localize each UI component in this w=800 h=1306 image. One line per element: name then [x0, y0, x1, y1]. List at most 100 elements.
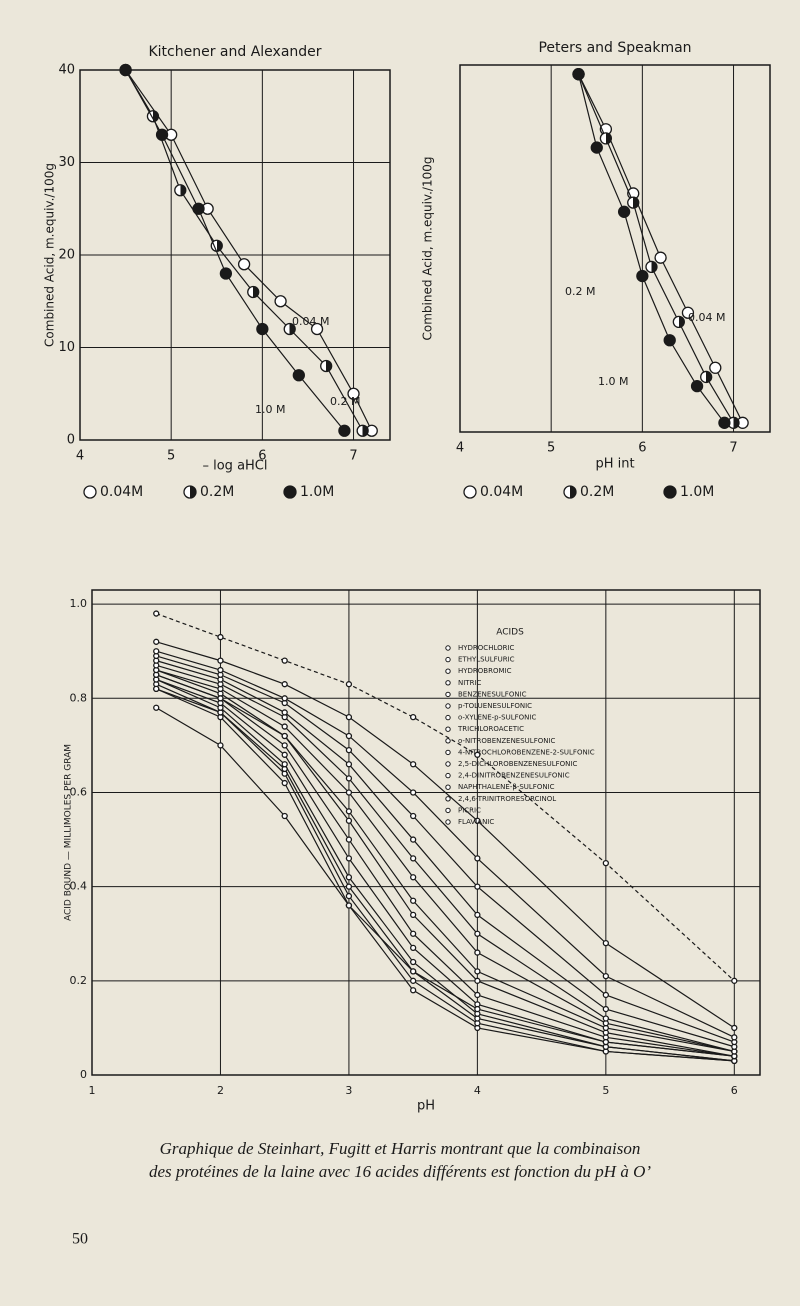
legend-label: FLAVIANIC: [458, 818, 494, 826]
legend-label: HYDROBROMIC: [458, 667, 512, 675]
y-tick-label: 0.2: [70, 974, 88, 987]
series-line: [156, 669, 735, 1057]
data-point: [217, 742, 224, 749]
x-tick-label: 1: [89, 1084, 96, 1097]
legend-marker: [445, 714, 451, 721]
data-point: [410, 944, 417, 952]
y-tick-label: 1.0: [70, 597, 88, 610]
x-tick-label: 4: [474, 1084, 481, 1097]
data-point: [474, 817, 481, 824]
data-point: [709, 361, 722, 374]
y-tick-label: 0.6: [70, 785, 88, 798]
data-point: [345, 902, 353, 909]
legend-label: NAPHTHALENE-β-SULFONIC: [458, 783, 555, 791]
data-point: [320, 359, 333, 373]
y-tick-label: 40: [58, 63, 75, 78]
data-point: [599, 132, 613, 145]
series-line: [156, 678, 735, 1057]
data-point: [217, 633, 224, 641]
x-tick-label: 7: [729, 441, 737, 456]
legend-label: p-TOLUENESULFONIC: [458, 702, 532, 710]
legend-marker: [445, 645, 451, 651]
data-point: [410, 761, 417, 768]
data-point: [153, 638, 160, 645]
legend-marker: [445, 772, 451, 779]
data-point: [731, 977, 738, 984]
data-point: [281, 657, 288, 664]
data-point: [474, 949, 481, 956]
data-point: [153, 610, 160, 617]
legend-title: ACIDS: [496, 628, 524, 638]
data-point: [410, 958, 417, 966]
legend-marker: [445, 784, 451, 790]
data-point: [356, 424, 369, 437]
legend-label: 0.2M: [580, 484, 614, 500]
annotation: 1.0 M: [598, 375, 628, 388]
data-point: [345, 789, 353, 796]
data-point: [174, 184, 187, 197]
legend-marker: [445, 680, 451, 686]
annotation: 1.0 M: [255, 403, 285, 416]
data-point: [345, 761, 353, 768]
series-line: [155, 678, 735, 1062]
series-line: [156, 669, 735, 1053]
data-point: [256, 322, 269, 336]
legend-label: ETHYLSULFURIC: [458, 656, 515, 664]
y-axis-label: Combined Acid, m.equiv./100g: [43, 163, 57, 347]
data-point: [345, 883, 353, 890]
data-point: [281, 761, 288, 768]
chart-title: Peters and Speakman: [538, 40, 691, 56]
legend-marker: [445, 807, 451, 814]
data-point: [474, 991, 481, 999]
data-point: [281, 681, 288, 688]
legend-label: 4-NITROCHLOROBENZENE-2-SULFONIC: [458, 748, 595, 756]
legend-marker: [83, 485, 97, 499]
y-axis-label: ACID BOUND — MILLIMOLES PER GRAM: [64, 744, 74, 921]
x-axis-label: pH int: [595, 457, 634, 472]
data-point: [654, 251, 667, 264]
legend-label: PICRIC: [458, 806, 481, 814]
data-point: [292, 369, 305, 382]
x-tick-label: 5: [167, 449, 175, 464]
data-point: [474, 751, 481, 758]
data-point: [338, 424, 351, 437]
data-point: [281, 732, 288, 740]
series-line: [156, 660, 735, 1048]
data-point: [192, 202, 205, 215]
y-tick-label: 0.4: [70, 880, 88, 893]
data-point: [602, 1038, 609, 1046]
data-point: [345, 732, 353, 740]
page-number: 50: [72, 1231, 88, 1248]
legend-marker: [445, 749, 451, 756]
legend-label: 0.04M: [480, 484, 523, 500]
data-point: [310, 322, 324, 336]
series-line: [125, 69, 373, 432]
y-tick-label: 0: [80, 1068, 87, 1081]
series-line: [156, 674, 735, 1053]
data-point: [281, 812, 288, 820]
data-point: [153, 704, 160, 711]
data-point: [474, 968, 481, 975]
data-point: [602, 1015, 609, 1022]
data-point: [345, 746, 353, 754]
data-point: [410, 812, 417, 820]
data-point: [410, 987, 417, 994]
data-point: [281, 742, 288, 749]
data-point: [410, 855, 417, 862]
legend-marker: [445, 691, 451, 698]
data-point: [347, 387, 360, 400]
x-tick-label: 5: [547, 441, 555, 456]
series-line: [156, 688, 735, 1062]
data-point: [474, 977, 481, 984]
legend-label: 2,5-DICHLOROBENZENESULFONIC: [458, 760, 577, 768]
data-point: [345, 775, 353, 782]
chart-title: Kitchener and Alexander: [148, 44, 321, 60]
data-point: [681, 306, 695, 319]
data-point: [247, 285, 260, 299]
data-point: [718, 416, 731, 429]
data-point: [474, 930, 481, 937]
data-point: [217, 657, 224, 664]
data-point: [572, 68, 585, 81]
data-point: [474, 1005, 481, 1013]
legend-marker: [463, 485, 477, 499]
